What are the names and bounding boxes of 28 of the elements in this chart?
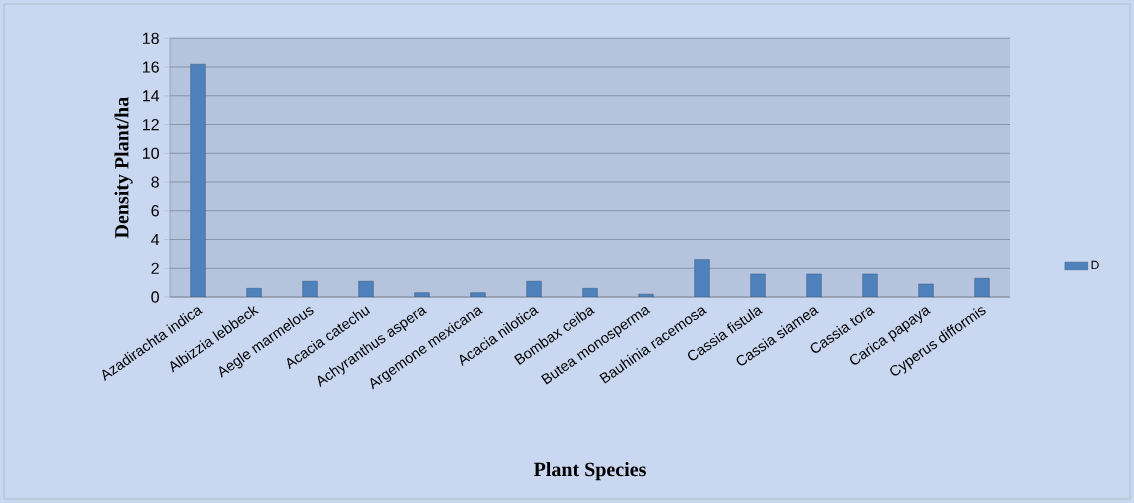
bar [694, 259, 710, 297]
y-tick-label: 12 [143, 118, 159, 131]
bar [582, 288, 598, 297]
y-tick-label: 0 [151, 291, 159, 303]
y-tick-label: 14 [143, 90, 160, 102]
bar [190, 63, 206, 297]
bar [470, 292, 486, 297]
y-tick-label: 4 [151, 234, 160, 246]
bar [862, 273, 878, 297]
y-tick-label: 6 [151, 205, 159, 217]
x-axis-title: Plant Species [533, 462, 646, 481]
legend-label: D [1091, 260, 1099, 270]
bar [918, 283, 934, 297]
y-axis-title: Density Plant/ha [114, 97, 133, 239]
bar [638, 293, 654, 297]
bar [358, 280, 374, 297]
y-tick-label: 8 [151, 176, 159, 188]
y-tick-label: 10 [143, 147, 159, 159]
y-tick-label: 2 [151, 262, 159, 274]
bar [806, 273, 822, 297]
y-tick-label: 18 [143, 32, 159, 44]
bar [246, 288, 262, 297]
bar [302, 280, 318, 297]
bar [974, 278, 990, 297]
bar [414, 292, 430, 297]
bar [526, 280, 542, 297]
y-tick-label: 16 [143, 61, 159, 73]
bar [750, 273, 766, 297]
